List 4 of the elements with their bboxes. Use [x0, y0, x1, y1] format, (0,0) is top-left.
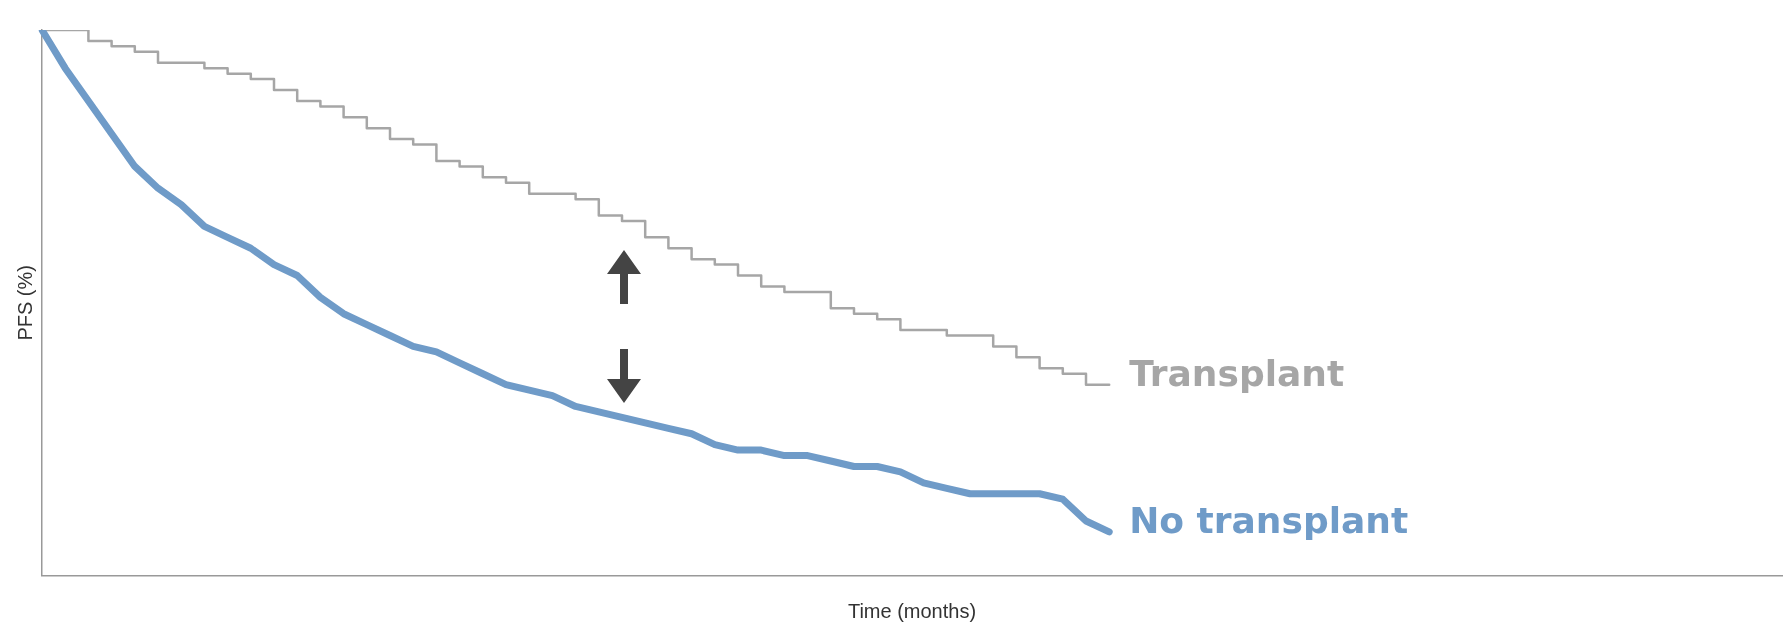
series-label: Transplant: [1129, 353, 1345, 394]
x-axis-title: Time (months): [847, 599, 977, 622]
series-label: No transplant: [1129, 500, 1409, 542]
y-axis-title: PFS (%): [13, 265, 36, 341]
